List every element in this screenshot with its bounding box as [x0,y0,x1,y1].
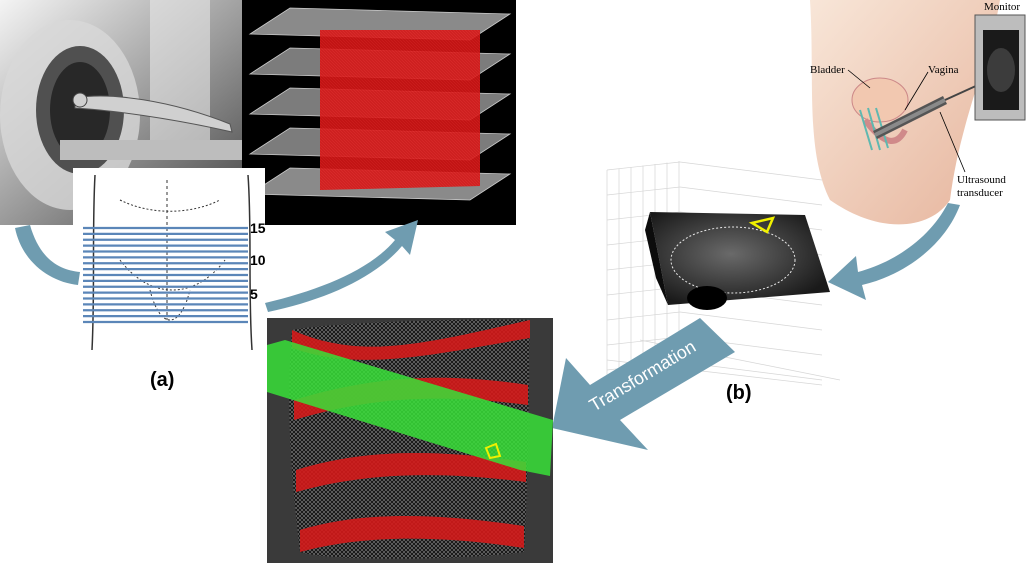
curved-arrow-left [15,225,80,285]
scale-tick-5: 5 [250,286,258,302]
body-slice-sketch: 15 10 5 [73,168,266,358]
leader-line-bladder [847,69,871,89]
leader-line-vagina [904,71,929,111]
grid-line [679,161,823,181]
grid-line [679,311,823,331]
anatomy-illustration [810,0,1001,225]
leader-line-transducer [939,111,966,173]
yellow-outline-marker [748,216,776,234]
panel-b-label: (b) [726,382,752,404]
label-vagina: Vagina [928,64,959,76]
curved-arrow-right [265,220,418,312]
ultrasound-volume-3d [606,161,841,386]
mri-scanner-photo [0,0,266,225]
monitor-icon [974,14,1026,121]
grid-line [606,311,681,321]
reconstruction-mesh-3d [267,318,553,563]
grid-line [679,186,823,206]
label-bladder: Bladder [810,64,845,76]
grid-line [606,186,681,196]
mri-slice-stack [242,0,516,225]
grid-line [606,161,681,171]
label-monitor: Monitor [984,1,1020,13]
scale-tick-15: 15 [250,220,266,236]
label-transducer: transducer [957,187,1003,199]
label-ultrasound: Ultrasound [957,174,1006,186]
transformation-arrow: Transformation [552,318,735,450]
scale-tick-10: 10 [250,252,266,268]
green-cutting-plane [267,340,553,476]
panel-a-label: (a) [150,369,174,391]
curved-arrow-ultrasound [828,203,960,300]
